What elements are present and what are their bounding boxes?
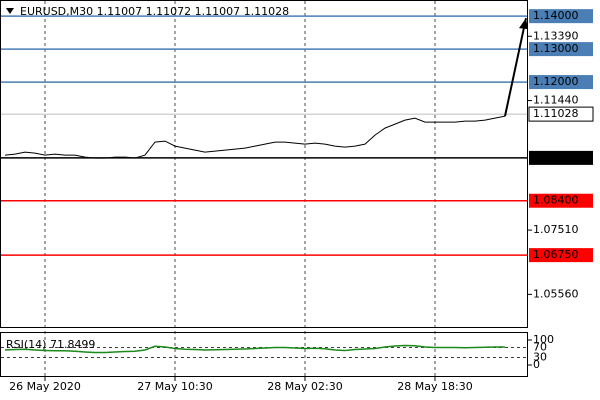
chart-title: EURUSD,M30 1.11007 1.11072 1.11007 1.110… xyxy=(20,5,289,18)
level-box xyxy=(529,150,593,165)
level-label: 1.14000 xyxy=(533,9,579,22)
price-line xyxy=(4,115,506,159)
level-label: 1.13000 xyxy=(533,42,579,55)
y-tick-label: 1.07510 xyxy=(533,223,579,236)
level-label: 1.09700 xyxy=(533,151,579,164)
rsi-tick-label: 70 xyxy=(533,341,547,354)
level-box xyxy=(529,42,593,57)
x-tick-label: 28 May 02:30 xyxy=(267,380,342,393)
last-price-label: 1.11028 xyxy=(533,107,579,120)
rsi-tick-label: 100 xyxy=(533,333,554,346)
y-tick-label: 1.05560 xyxy=(533,287,579,300)
level-label: 1.06750 xyxy=(533,248,579,261)
main-frame xyxy=(0,0,528,328)
rsi-line xyxy=(4,344,505,354)
arrow-line xyxy=(504,17,527,117)
level-box xyxy=(529,75,593,90)
level-label: 1.08400 xyxy=(533,194,579,207)
y-tick-label: 1.11440 xyxy=(533,94,579,107)
level-box xyxy=(529,9,593,24)
menu-triangle xyxy=(6,8,14,14)
level-box xyxy=(529,248,593,263)
y-tick-label: 1.13390 xyxy=(533,29,579,42)
x-tick-label: 28 May 18:30 xyxy=(397,380,472,393)
arrow-head xyxy=(519,18,528,30)
x-tick-label: 27 May 10:30 xyxy=(137,380,212,393)
rsi-frame xyxy=(0,332,528,377)
last-price-box xyxy=(528,106,594,122)
rsi-tick-label: 30 xyxy=(533,351,547,364)
level-label: 1.12000 xyxy=(533,75,579,88)
rsi-tick-label: 0 xyxy=(533,358,540,371)
level-box xyxy=(529,193,593,208)
x-tick-label: 26 May 2020 xyxy=(9,380,81,393)
